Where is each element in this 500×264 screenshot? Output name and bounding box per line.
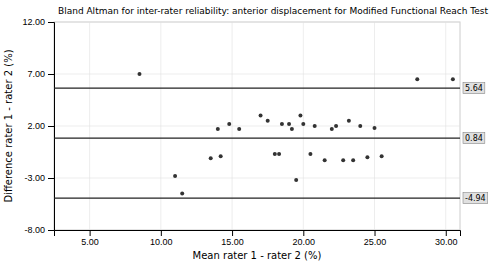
- label-box: [463, 193, 488, 204]
- marks: [54, 72, 460, 198]
- point: [298, 114, 302, 118]
- reference-label: 5.64: [465, 84, 483, 93]
- tick: -8.00: [24, 225, 54, 235]
- reference-label: 0.84: [465, 134, 483, 143]
- tick-mark: [48, 178, 54, 179]
- label-box: [463, 133, 485, 144]
- grid: [54, 22, 460, 230]
- y-axis: -8.00 -3.00 2.00 7.00 12.00: [22, 17, 54, 235]
- tick: 2.00: [27, 121, 54, 131]
- tick: 20.00: [293, 230, 316, 247]
- reference-labels: 5.64 0.84 -4.94: [463, 83, 488, 204]
- x-axis: 5.00 10.00 15.00 20.00 25.00 30.00: [55, 230, 461, 247]
- point: [216, 127, 220, 131]
- tick: 12.00: [22, 17, 54, 27]
- label-box: [463, 83, 485, 94]
- point: [290, 127, 294, 131]
- tick-mark: [48, 22, 54, 23]
- tick-label: 5.00: [81, 237, 99, 247]
- point: [380, 154, 384, 158]
- point: [259, 114, 263, 118]
- point: [323, 158, 327, 162]
- point: [415, 77, 419, 81]
- grid-line-y: [54, 178, 460, 179]
- point: [266, 119, 270, 123]
- tick: 15.00: [221, 230, 244, 247]
- point: [373, 126, 377, 130]
- grid-line-y: [54, 126, 460, 127]
- point: [451, 77, 455, 81]
- axis-line: [55, 231, 461, 237]
- point: [358, 124, 362, 128]
- tick-label: 12.00: [22, 17, 45, 27]
- grid-line-y: [54, 74, 460, 75]
- point: [294, 178, 298, 182]
- tick-mark: [48, 74, 54, 75]
- tick-mark: [232, 230, 233, 236]
- tick-label: 15.00: [221, 237, 244, 247]
- reference-label-box: 5.64: [463, 83, 485, 94]
- tick: 5.00: [81, 230, 99, 247]
- tick-mark: [375, 230, 376, 236]
- point: [280, 122, 284, 126]
- tick: 30.00: [435, 230, 458, 247]
- grid-line-y: [54, 22, 460, 23]
- tick-label: 10.00: [150, 237, 173, 247]
- tick: -3.00: [24, 173, 54, 183]
- reference-label: -4.94: [465, 194, 486, 203]
- tick-label: 25.00: [364, 237, 387, 247]
- tick-mark: [446, 230, 447, 236]
- point: [313, 124, 317, 128]
- point: [341, 158, 345, 162]
- point: [330, 127, 334, 131]
- point: [351, 158, 355, 162]
- point: [237, 127, 241, 131]
- tick-mark: [303, 230, 304, 236]
- tick-label: 30.00: [435, 237, 458, 247]
- reference-label-box: -4.94: [463, 193, 488, 204]
- tick-label: -3.00: [24, 173, 45, 183]
- tick: 10.00: [150, 230, 173, 247]
- tick-mark: [48, 230, 54, 231]
- reference-line: [54, 137, 460, 138]
- reference-line: [54, 198, 460, 199]
- point: [227, 122, 231, 126]
- point: [173, 174, 177, 178]
- point: [273, 152, 277, 156]
- tick-mark: [48, 126, 54, 127]
- point: [287, 122, 291, 126]
- title: Bland Altman for inter-rater reliability…: [58, 6, 488, 16]
- tick-label: 20.00: [293, 237, 316, 247]
- tick-mark: [161, 230, 162, 236]
- point: [365, 155, 369, 159]
- point: [277, 152, 281, 156]
- axis-line: [48, 23, 55, 231]
- point: [334, 124, 338, 128]
- tick: 7.00: [27, 69, 54, 79]
- y-axis-title: Difference rater 1 - rater 2 (%): [3, 49, 14, 202]
- point: [180, 192, 184, 196]
- tick: 25.00: [364, 230, 387, 247]
- tick-label: 2.00: [27, 121, 45, 131]
- point: [308, 152, 312, 156]
- x-axis-title: Mean rater 1 - rater 2 (%): [193, 250, 322, 261]
- reference-line: [54, 88, 460, 89]
- plot-frame: [54, 22, 460, 230]
- tick-mark: [90, 230, 91, 236]
- point: [301, 122, 305, 126]
- chart: 5.00 10.00 15.00 20.00 25.00 30.00 -8.00 -3.00 2…: [0, 0, 500, 264]
- reference-label-box: 0.84: [463, 133, 485, 144]
- tick-label: 7.00: [27, 69, 45, 79]
- point: [219, 154, 223, 158]
- point: [209, 156, 213, 160]
- point: [137, 72, 141, 76]
- point: [347, 119, 351, 123]
- plot: 5.00 10.00 15.00 20.00 25.00 30.00 -8.00 -3.00 2…: [22, 17, 487, 247]
- tick-label: -8.00: [24, 225, 45, 235]
